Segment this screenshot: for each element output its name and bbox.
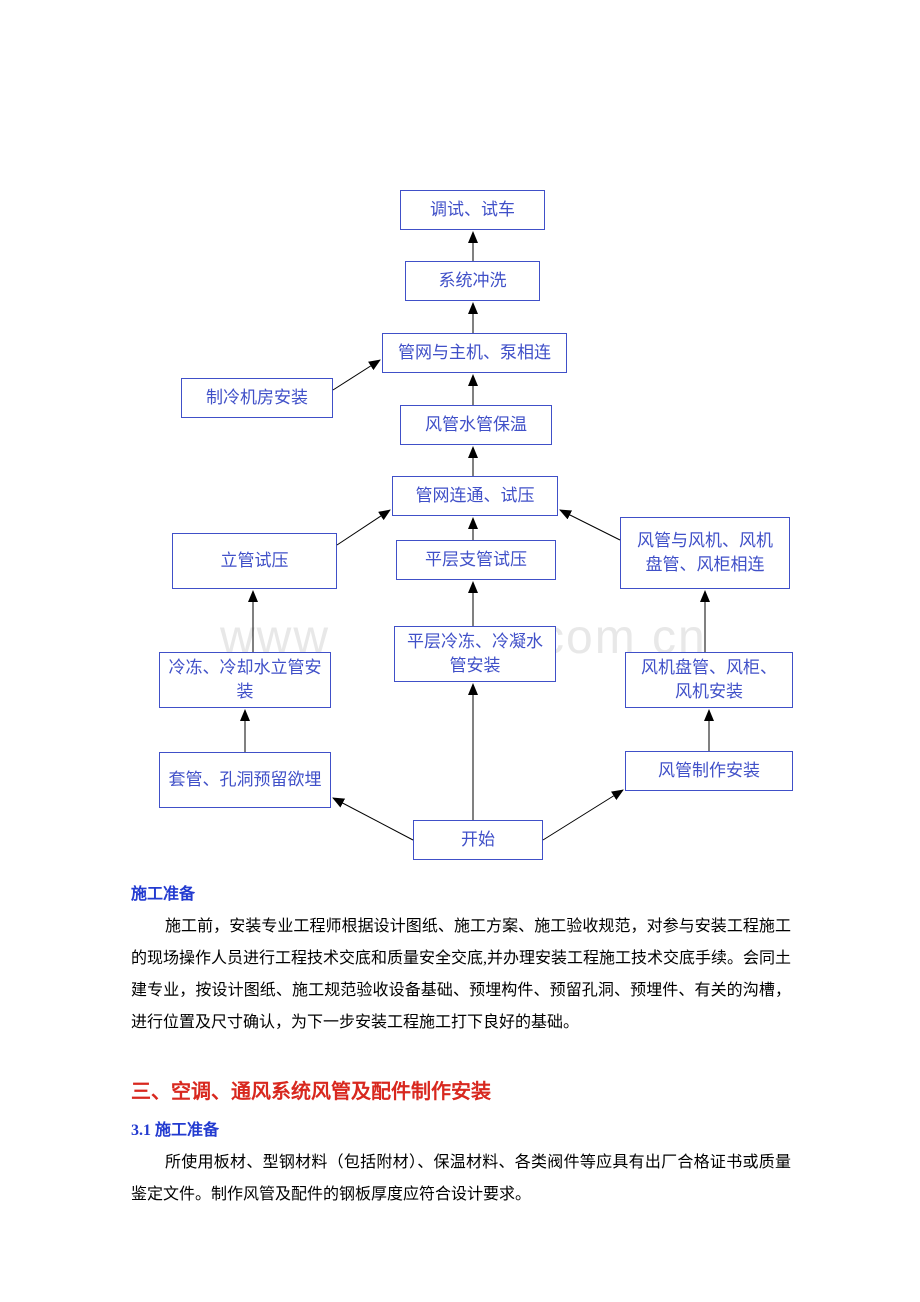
flow-node: 风管水管保温 (400, 405, 552, 445)
heading-ch3: 三、空调、通风系统风管及配件制作安装 (131, 1075, 491, 1104)
flow-node: 冷冻、冷却水立管安装 (159, 652, 331, 708)
flow-node: 立管试压 (172, 533, 337, 589)
heading-sec31: 3.1 施工准备 (131, 1116, 219, 1140)
flow-node: 管网连通、试压 (392, 476, 558, 516)
flow-node: 风管制作安装 (625, 751, 793, 791)
flow-node: 平层支管试压 (396, 540, 556, 580)
flow-node: 制冷机房安装 (181, 378, 333, 418)
flow-node: 管网与主机、泵相连 (382, 333, 567, 373)
flow-node: 平层冷冻、冷凝水管安装 (394, 626, 556, 682)
body-prep: 施工前，安装专业工程师根据设计图纸、施工方案、施工验收规范，对参与安装工程施工的… (131, 911, 791, 1039)
flow-node: 系统冲洗 (405, 261, 540, 301)
flow-node: 风机盘管、风柜、风机安装 (625, 652, 793, 708)
flow-node: 调试、试车 (400, 190, 545, 230)
heading-prep: 施工准备 (131, 880, 195, 904)
body-sec31: 所使用板材、型钢材料（包括附材）、保温材料、各类阀件等应具有出厂合格证书或质量鉴… (131, 1147, 791, 1211)
flow-node: 开始 (413, 820, 543, 860)
flow-node: 风管与风机、风机盘管、风柜相连 (620, 517, 790, 589)
flow-node: 套管、孔洞预留欲埋 (159, 752, 331, 808)
